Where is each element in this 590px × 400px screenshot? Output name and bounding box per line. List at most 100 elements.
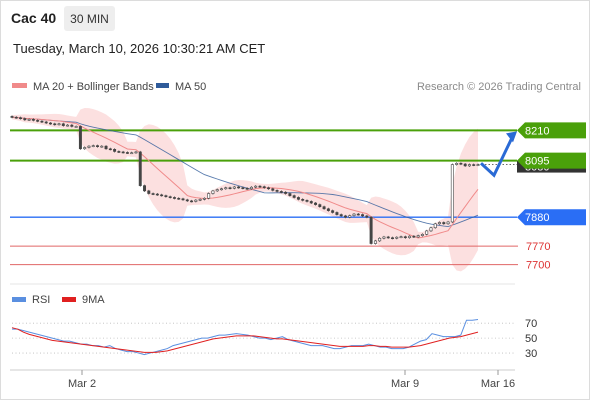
candle [96, 144, 99, 148]
resistance-tag-1-bg [517, 122, 586, 139]
candle [83, 146, 87, 150]
timeframe-button[interactable]: 30 MIN [64, 6, 115, 31]
candle-body [100, 145, 104, 148]
candle-body [143, 185, 147, 192]
candle [305, 199, 309, 203]
candle [155, 193, 159, 196]
candle-body [331, 210, 335, 213]
rsi-tick-label-70: 70 [525, 318, 537, 330]
candle [382, 235, 386, 240]
candle-body [318, 204, 322, 207]
candle [258, 185, 262, 188]
zigzag-arrow-icon [479, 131, 517, 178]
candle [271, 187, 275, 192]
candle-body [10, 116, 14, 118]
candle-body [425, 230, 429, 235]
candle [181, 197, 185, 201]
candle [61, 122, 65, 127]
candle [378, 237, 382, 242]
candle-body [309, 201, 313, 204]
candle-body [27, 119, 31, 121]
x-axis: Mar 2 Mar 9 Mar 16 [68, 370, 515, 390]
candle-body [322, 206, 326, 210]
candle [386, 235, 390, 239]
candle [331, 209, 335, 214]
candle-body [134, 151, 138, 154]
candle [194, 199, 198, 203]
candle-body [61, 123, 65, 126]
candle [314, 201, 318, 206]
candle [343, 214, 347, 219]
price-legend: MA 20 + Bollinger Bands MA 50 Research ©… [12, 81, 581, 93]
timestamp: Tuesday, March 10, 2026 10:30:21 AM CET [13, 41, 266, 56]
rsi-tick-label-30: 30 [525, 348, 537, 360]
candle-body [164, 195, 168, 197]
candle [241, 186, 245, 190]
candle-body [271, 188, 275, 191]
candle [442, 221, 446, 225]
candle-body [224, 187, 228, 190]
candle [104, 145, 108, 150]
candle-body [365, 215, 369, 218]
candle-body [83, 147, 87, 150]
candle-body [408, 235, 412, 239]
candle [463, 163, 467, 167]
x-tick-label: Mar 16 [481, 378, 515, 390]
candle-body [172, 197, 176, 199]
candle [91, 144, 95, 148]
ma50-line [11, 116, 479, 228]
candle-body [258, 185, 262, 188]
candle-body [198, 199, 202, 201]
candle [108, 147, 112, 151]
candle [232, 185, 236, 190]
resistance-tag-1: 8210 [517, 122, 586, 139]
candle [288, 192, 292, 197]
candle-body [249, 186, 253, 190]
candle-body [352, 213, 356, 216]
rsi-panel: 70 50 30 [11, 318, 537, 360]
candle [44, 120, 48, 125]
candle-body [305, 200, 309, 202]
candle-body [288, 193, 292, 196]
candle [391, 236, 394, 240]
candle-body [284, 191, 288, 194]
candle [459, 162, 463, 166]
rsi-legend-swatch [12, 297, 26, 302]
candle-body [472, 164, 476, 166]
candle [164, 194, 168, 198]
candle-body [202, 197, 206, 200]
candle [49, 121, 52, 125]
candle-body [66, 124, 70, 127]
candle-body [446, 221, 450, 225]
candle [395, 236, 399, 240]
candle [224, 186, 228, 190]
candle-body [386, 236, 390, 239]
candle [352, 213, 356, 217]
candle-body [117, 151, 121, 153]
candle-body [245, 187, 249, 190]
candle [284, 191, 288, 195]
candle [168, 195, 172, 199]
candle [433, 222, 437, 229]
candle [403, 235, 407, 239]
candle [369, 216, 373, 245]
candle [143, 184, 147, 192]
candle [202, 197, 206, 201]
candle [373, 239, 377, 245]
candle [130, 151, 134, 155]
symbol-title: Cac 40 [11, 10, 57, 26]
candle-body [455, 162, 459, 165]
rsi-ma-line [11, 327, 479, 353]
candle-body [369, 216, 373, 244]
candle-body [237, 186, 241, 189]
projection-arrow-shaft [479, 137, 514, 178]
candle [138, 150, 142, 187]
candle [275, 189, 279, 193]
copyright-text: Research © 2026 Trading Central [417, 81, 581, 93]
ma20-legend-label: MA 20 + Bollinger Bands [33, 81, 154, 93]
price-panel: 808082108095788077707700 [10, 107, 586, 272]
candle [66, 124, 70, 127]
candle-body [155, 193, 159, 196]
candle-body [314, 202, 318, 205]
candle-body [44, 121, 48, 124]
